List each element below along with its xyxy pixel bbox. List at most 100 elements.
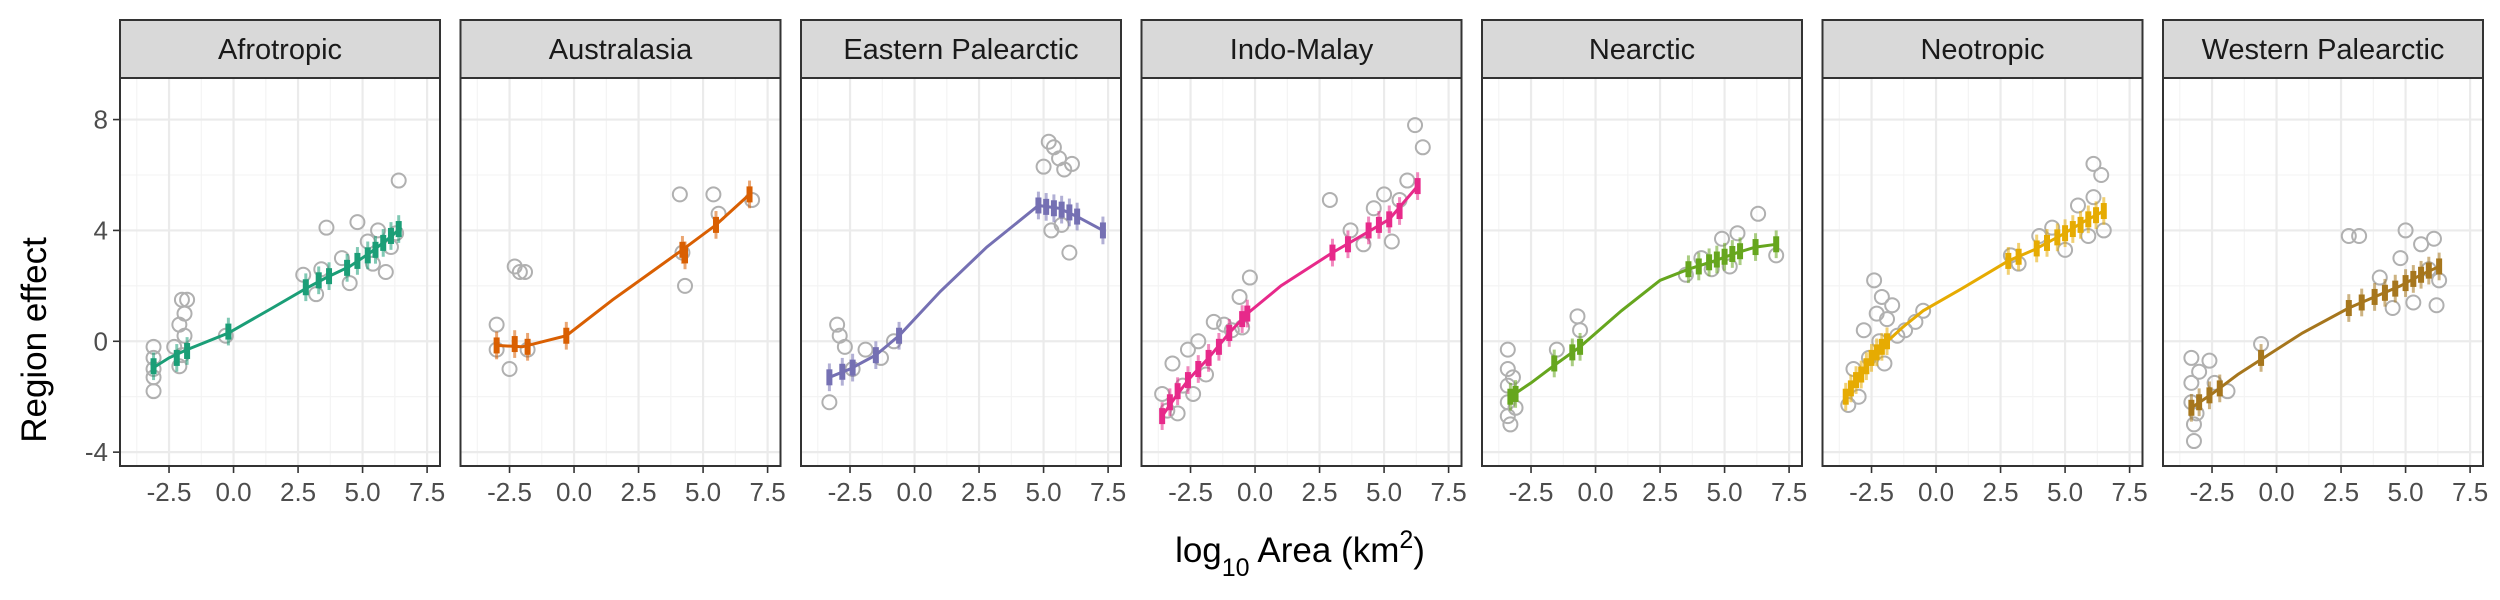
estimate-point: [2062, 225, 2069, 242]
estimate-point: [872, 347, 879, 364]
observed-point: [2093, 167, 2110, 183]
estimate-point: [2418, 266, 2425, 283]
facet-afrotropic: Afrotropic -2.5 0.0 2.5 5.0 7.5: [119, 19, 445, 507]
estimate-point: [826, 369, 833, 386]
estimate-point: [2069, 221, 2076, 238]
estimate-point: [2216, 380, 2223, 397]
estimate-point: [1099, 222, 1106, 239]
panel-border: [459, 77, 782, 467]
estimate-point: [849, 359, 856, 376]
x-tick-label: 2.5: [620, 477, 656, 507]
observed-point: [1399, 172, 1416, 189]
observed-point: [2413, 236, 2430, 253]
estimate-point: [2258, 349, 2265, 366]
estimate-point: [380, 234, 387, 251]
panel-border: [119, 77, 441, 467]
facet-indo-malay: Indo-Malay -2.5 0.0 2.5 5.0 7.5: [1140, 19, 1467, 507]
observed-point: [2044, 219, 2061, 236]
facet-western-palearctic: Western Palearctic -2.5 0.0 2.5 5.0 7.5: [2162, 19, 2488, 507]
observed-point: [836, 338, 853, 355]
estimate-point: [2015, 248, 2022, 265]
facet-title: Indo-Malay: [1230, 34, 1374, 66]
x-tick-label: -2.5: [1849, 477, 1894, 507]
facet-australasia: Australasia -2.5 0.0 2.5 5.0 7.5: [459, 19, 786, 507]
observed-point: [517, 264, 534, 280]
facet-strip: [800, 19, 1122, 79]
observed-point: [390, 172, 407, 189]
estimate-point: [326, 268, 333, 285]
observed-point: [2428, 297, 2445, 314]
panel-border: [1140, 77, 1463, 467]
estimate-point: [712, 216, 719, 233]
panel-background: [120, 78, 440, 466]
observed-point: [318, 219, 335, 236]
observed-point: [1061, 244, 1078, 261]
x-tick-label: 2.5: [2323, 477, 2359, 507]
estimate-point: [364, 247, 371, 264]
estimate-point: [1713, 251, 1720, 268]
estimate-point: [315, 272, 322, 289]
estimate-point: [225, 323, 232, 340]
x-tick-label: 2.5: [1642, 477, 1678, 507]
x-tick-label: 5.0: [345, 477, 381, 507]
facet-strip: [1140, 19, 1463, 79]
x-axis-title-suffix: ): [1413, 531, 1425, 570]
estimate-point: [1868, 349, 1875, 366]
estimate-point: [2402, 275, 2409, 292]
x-tick-label: 7.5: [2112, 477, 2148, 507]
estimate-point: [1396, 203, 1403, 220]
estimate-point: [1507, 388, 1514, 405]
observed-point: [370, 222, 387, 239]
observed-point: [2085, 155, 2102, 172]
x-tick-label: 2.5: [1301, 477, 1337, 507]
estimate-point: [1721, 248, 1728, 265]
estimate-point: [1226, 324, 1233, 341]
observed-point: [333, 250, 350, 267]
estimate-point: [2358, 294, 2365, 311]
x-tick-label: 7.5: [1431, 477, 1467, 507]
estimate-point: [2371, 288, 2378, 305]
facet-neotropic: Neotropic -2.5 0.0 2.5 5.0 7.5: [1821, 19, 2148, 507]
estimate-point: [1414, 178, 1421, 195]
observed-point: [2191, 363, 2208, 380]
observed-point: [2384, 300, 2401, 317]
x-axis-title: log10 Area (km2): [1175, 526, 1425, 582]
y-tick-label: -4: [85, 437, 108, 467]
estimate-point: [1205, 349, 1212, 366]
observed-point: [2069, 197, 2086, 214]
estimate-point: [524, 338, 531, 355]
observed-point: [2371, 269, 2388, 286]
facet-strip: [459, 19, 782, 79]
estimate-point: [493, 337, 500, 354]
panel-border: [1821, 77, 2144, 467]
observed-point: [821, 394, 838, 411]
estimate-point: [1873, 344, 1880, 361]
facet-title: Afrotropic: [218, 34, 342, 66]
observed-point: [2183, 374, 2200, 391]
observed-point: [1040, 133, 1057, 150]
estimate-point: [184, 342, 191, 359]
estimate-point: [1329, 244, 1336, 261]
estimate-point: [1752, 239, 1759, 256]
observed-point: [1414, 139, 1431, 156]
observed-point: [1231, 288, 1248, 305]
estimate-point: [563, 327, 570, 344]
estimate-point: [1074, 208, 1081, 225]
panel-background: [1482, 78, 1802, 466]
estimate-point: [1066, 204, 1073, 221]
estimate-point: [839, 363, 846, 380]
panel-background: [1822, 78, 2143, 466]
observed-point: [1499, 361, 1516, 377]
observed-point: [1185, 385, 1202, 402]
observed-point: [2185, 433, 2202, 450]
estimate-point: [2044, 234, 2051, 251]
estimate-point: [1512, 385, 1519, 402]
facet-title: Nearctic: [1589, 34, 1695, 66]
observed-point: [1164, 355, 1181, 372]
estimate-point: [372, 241, 379, 258]
estimate-point: [1863, 358, 1870, 375]
x-axis-title-prefix: log: [1175, 531, 1222, 570]
observed-point: [671, 186, 688, 203]
observed-point: [1879, 311, 1896, 328]
estimate-point: [1386, 211, 1393, 228]
